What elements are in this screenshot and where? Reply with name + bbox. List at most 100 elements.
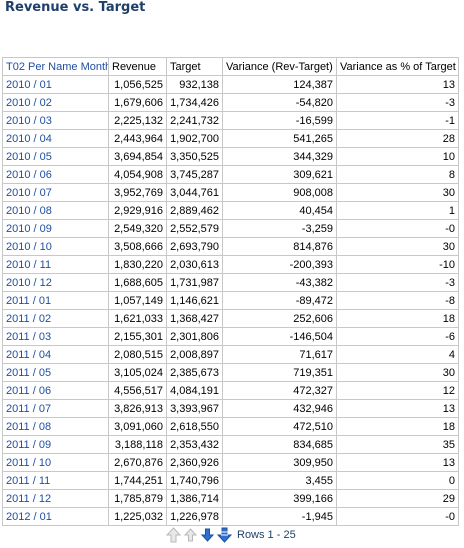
cell-variance-pct: -0 <box>336 507 459 526</box>
table-row: 2010 / 12 1,688,605 1,731,987 -43,382 -3 <box>2 273 459 292</box>
cell-period[interactable]: 2010 / 03 <box>2 111 109 130</box>
cell-target: 2,889,462 <box>166 201 223 220</box>
column-header-target: Target <box>166 57 223 76</box>
cell-period[interactable]: 2010 / 11 <box>2 255 109 274</box>
cell-revenue: 2,080,515 <box>108 345 167 364</box>
table-body: 2010 / 01 1,056,525 932,138 124,387 13 2010 /… <box>2 75 459 526</box>
cell-target: 1,734,426 <box>166 93 223 112</box>
table-row: 2011 / 08 3,091,060 2,618,550 472,510 18 <box>2 417 459 436</box>
cell-variance: 124,387 <box>222 75 337 94</box>
header-row: T02 Per Name Month Revenue Target Varian… <box>2 57 459 76</box>
cell-revenue: 2,443,964 <box>108 129 167 148</box>
table-row: 2010 / 10 3,508,666 2,693,790 814,876 30 <box>2 237 459 256</box>
cell-target: 2,301,806 <box>166 327 223 346</box>
cell-target: 2,552,579 <box>166 219 223 238</box>
cell-variance: 399,166 <box>222 489 337 508</box>
cell-revenue: 1,225,032 <box>108 507 167 526</box>
table-row: 2010 / 06 4,054,908 3,745,287 309,621 8 <box>2 165 459 184</box>
cell-revenue: 1,744,251 <box>108 471 167 490</box>
cell-revenue: 2,929,916 <box>108 201 167 220</box>
cell-target: 2,030,613 <box>166 255 223 274</box>
table-row: 2011 / 03 2,155,301 2,301,806 -146,504 -6 <box>2 327 459 346</box>
cell-period[interactable]: 2010 / 01 <box>2 75 109 94</box>
cell-target: 2,385,673 <box>166 363 223 382</box>
cell-period[interactable]: 2010 / 09 <box>2 219 109 238</box>
cell-variance: 472,510 <box>222 417 337 436</box>
cell-period[interactable]: 2010 / 08 <box>2 201 109 220</box>
cell-period[interactable]: 2010 / 02 <box>2 93 109 112</box>
cell-target: 1,226,978 <box>166 507 223 526</box>
cell-target: 1,386,714 <box>166 489 223 508</box>
cell-period[interactable]: 2011 / 10 <box>2 453 109 472</box>
cell-target: 4,084,191 <box>166 381 223 400</box>
cell-variance-pct: 0 <box>336 471 459 490</box>
cell-variance: 3,455 <box>222 471 337 490</box>
cell-variance: 344,329 <box>222 147 337 166</box>
cell-revenue: 3,826,913 <box>108 399 167 418</box>
cell-target: 3,350,525 <box>166 147 223 166</box>
cell-target: 2,008,897 <box>166 345 223 364</box>
cell-target: 3,044,761 <box>166 183 223 202</box>
cell-revenue: 3,091,060 <box>108 417 167 436</box>
cell-period[interactable]: 2011 / 11 <box>2 471 109 490</box>
cell-period[interactable]: 2011 / 03 <box>2 327 109 346</box>
cell-period[interactable]: 2010 / 10 <box>2 237 109 256</box>
cell-period[interactable]: 2011 / 02 <box>2 309 109 328</box>
cell-variance-pct: 18 <box>336 417 459 436</box>
cell-variance-pct: 13 <box>336 75 459 94</box>
cell-variance: -1,945 <box>222 507 337 526</box>
cell-revenue: 2,155,301 <box>108 327 167 346</box>
cell-period[interactable]: 2010 / 05 <box>2 147 109 166</box>
cell-period[interactable]: 2011 / 12 <box>2 489 109 508</box>
cell-variance-pct: -8 <box>336 291 459 310</box>
cell-revenue: 3,694,854 <box>108 147 167 166</box>
cell-variance: 472,327 <box>222 381 337 400</box>
cell-variance: -89,472 <box>222 291 337 310</box>
table-row: 2011 / 02 1,621,033 1,368,427 252,606 18 <box>2 309 459 328</box>
cell-period[interactable]: 2011 / 01 <box>2 291 109 310</box>
cell-variance-pct: 18 <box>336 309 459 328</box>
cell-period[interactable]: 2011 / 07 <box>2 399 109 418</box>
cell-target: 1,740,796 <box>166 471 223 490</box>
table-row: 2011 / 10 2,670,876 2,360,926 309,950 13 <box>2 453 459 472</box>
cell-variance: 814,876 <box>222 237 337 256</box>
cell-variance: -43,382 <box>222 273 337 292</box>
row-down-icon[interactable] <box>200 527 215 543</box>
table-row: 2010 / 05 3,694,854 3,350,525 344,329 10 <box>2 147 459 166</box>
table-row: 2011 / 11 1,744,251 1,740,796 3,455 0 <box>2 471 459 490</box>
table-row: 2010 / 09 2,549,320 2,552,579 -3,259 -0 <box>2 219 459 238</box>
cell-period[interactable]: 2011 / 06 <box>2 381 109 400</box>
table-row: 2011 / 01 1,057,149 1,146,621 -89,472 -8 <box>2 291 459 310</box>
table-row: 2010 / 01 1,056,525 932,138 124,387 13 <box>2 75 459 94</box>
cell-variance-pct: -3 <box>336 273 459 292</box>
cell-variance: -3,259 <box>222 219 337 238</box>
cell-period[interactable]: 2011 / 05 <box>2 363 109 382</box>
cell-period[interactable]: 2010 / 07 <box>2 183 109 202</box>
cell-variance-pct: -10 <box>336 255 459 274</box>
cell-variance: 834,685 <box>222 435 337 454</box>
cell-period[interactable]: 2012 / 01 <box>2 507 109 526</box>
report-title: Revenue vs. Target <box>5 0 146 15</box>
table-row: 2010 / 03 2,225,132 2,241,732 -16,599 -1 <box>2 111 459 130</box>
cell-variance-pct: 4 <box>336 345 459 364</box>
cell-target: 1,731,987 <box>166 273 223 292</box>
page-up-icon[interactable] <box>165 527 182 543</box>
cell-revenue: 1,056,525 <box>108 75 167 94</box>
cell-variance: -16,599 <box>222 111 337 130</box>
cell-variance: -200,393 <box>222 255 337 274</box>
row-up-icon[interactable] <box>183 527 198 543</box>
cell-period[interactable]: 2011 / 09 <box>2 435 109 454</box>
cell-period[interactable]: 2010 / 04 <box>2 129 109 148</box>
cell-variance-pct: 13 <box>336 453 459 472</box>
cell-revenue: 3,952,769 <box>108 183 167 202</box>
page-down-icon[interactable] <box>216 527 233 543</box>
column-header-period[interactable]: T02 Per Name Month <box>2 57 109 76</box>
cell-period[interactable]: 2011 / 08 <box>2 417 109 436</box>
cell-period[interactable]: 2010 / 06 <box>2 165 109 184</box>
cell-period[interactable]: 2010 / 12 <box>2 273 109 292</box>
cell-period[interactable]: 2011 / 04 <box>2 345 109 364</box>
cell-revenue: 1,830,220 <box>108 255 167 274</box>
cell-revenue: 4,556,517 <box>108 381 167 400</box>
report-table: T02 Per Name Month Revenue Target Varian… <box>2 57 459 526</box>
cell-revenue: 3,105,024 <box>108 363 167 382</box>
